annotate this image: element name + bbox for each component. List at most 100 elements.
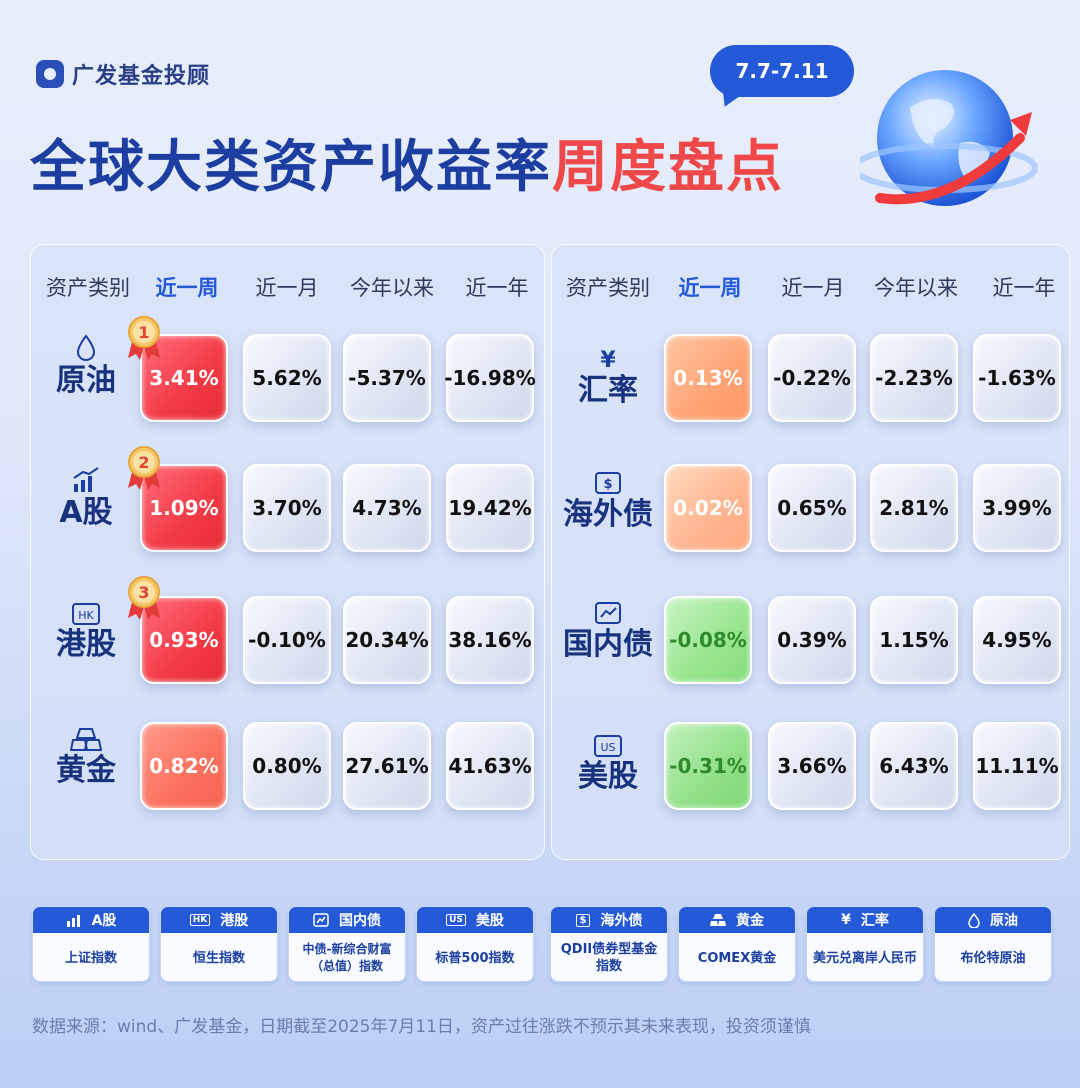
left-row2-year: 19.42% (446, 464, 534, 552)
rank-medal-icon: 1 (128, 316, 160, 360)
right-header-week[interactable]: 近一周 (678, 276, 742, 300)
left-row4-year: 41.63% (446, 722, 534, 810)
rank-number: 3 (138, 583, 149, 602)
left-header-week[interactable]: 近一周 (155, 276, 219, 300)
right-row3-month: 0.39% (768, 596, 856, 684)
svg-text:$: $ (603, 477, 612, 492)
rank-number: 2 (138, 453, 149, 472)
asset-label-hk-shares: HK 港股 (38, 596, 134, 664)
legend-card-hk-shares: HK 港股 恒生指数 (160, 906, 278, 982)
asset-label-domestic-bonds: 国内债 (560, 596, 656, 664)
right-row1-week: 0.13% (664, 334, 752, 422)
chart-icon (66, 915, 80, 927)
legend-title: 汇率 (860, 913, 889, 929)
legend-index: 恒生指数 (192, 950, 245, 966)
legend-index: 中债-新综合财富（总值）指数 (302, 942, 392, 973)
legend-card-a-shares: A股 上证指数 (32, 906, 150, 982)
left-header-asset: 资产类别 (46, 276, 130, 300)
right-row3-ytd: 1.15% (870, 596, 958, 684)
title-main: 全球大类资产收益率 (30, 135, 552, 200)
legend-card-crude-oil: 原油 布伦特原油 (934, 906, 1052, 982)
left-header-month[interactable]: 近一月 (255, 276, 319, 300)
rank-medal-icon: 3 (128, 576, 160, 620)
right-row2-week: 0.02% (664, 464, 752, 552)
right-row4-week: -0.31% (664, 722, 752, 810)
legend-index: QDII债券型基金指数 (560, 942, 658, 974)
right-row1-ytd: -2.23% (870, 334, 958, 422)
asset-label-crude-oil: 原油 (38, 332, 134, 400)
right-header-ytd[interactable]: 今年以来 (874, 276, 958, 300)
left-row3-month: -0.10% (243, 596, 331, 684)
legend-title: 港股 (220, 913, 249, 929)
legend-title: 美股 (475, 913, 504, 929)
left-row4-month: 0.80% (243, 722, 331, 810)
right-header-month[interactable]: 近一月 (781, 276, 845, 300)
chart-icon (38, 464, 134, 494)
rank-medal-icon: 2 (128, 446, 160, 490)
legend-title: A股 (91, 913, 117, 929)
left-header-year[interactable]: 近一年 (465, 276, 529, 300)
trend-icon (560, 596, 656, 626)
left-row1-month: 5.62% (243, 334, 331, 422)
legend-index: 标普500指数 (435, 950, 515, 966)
right-row3-year: 4.95% (973, 596, 1061, 684)
legend-card-gold: 黄金 COMEX黄金 (678, 906, 796, 982)
legend-index: 美元兑离岸人民币 (812, 950, 917, 966)
rank-number: 1 (138, 323, 149, 342)
left-header-ytd[interactable]: 今年以来 (350, 276, 434, 300)
legend-title: 国内债 (339, 913, 381, 929)
legend-card-fx: ¥ 汇率 美元兑离岸人民币 (806, 906, 924, 982)
right-row4-month: 3.66% (768, 722, 856, 810)
gold-bar-icon (38, 722, 134, 752)
left-row4-week: 0.82% (140, 722, 228, 810)
right-row2-year: 3.99% (973, 464, 1061, 552)
brand: 广发基金投顾 (36, 58, 210, 90)
droplet-icon (38, 332, 134, 362)
title-highlight: 周度盘点 (552, 135, 784, 200)
legend-index: 布伦特原油 (960, 950, 1026, 966)
svg-text:US: US (600, 741, 615, 754)
right-header-year[interactable]: 近一年 (992, 276, 1056, 300)
legend-index: COMEX黄金 (697, 950, 777, 966)
dollar-bond-icon: $ (560, 466, 656, 496)
date-range-badge: 7.7-7.11 (710, 45, 854, 97)
right-row2-month: 0.65% (768, 464, 856, 552)
droplet-icon (968, 912, 980, 928)
left-row1-week: 3.41% (140, 334, 228, 422)
left-row3-year: 38.16% (446, 596, 534, 684)
right-row4-ytd: 6.43% (870, 722, 958, 810)
us-icon: US (560, 728, 656, 758)
right-row4-year: 11.11% (973, 722, 1061, 810)
asset-label-fx: ¥ 汇率 (560, 342, 656, 410)
brand-logo-icon (36, 60, 64, 88)
page-title: 全球大类资产收益率周度盘点 (30, 122, 784, 203)
right-row1-month: -0.22% (768, 334, 856, 422)
legend-title: 原油 (990, 913, 1018, 929)
yen-icon: ¥ (841, 912, 851, 928)
asset-label-us-stocks: US 美股 (560, 728, 656, 796)
brand-name: 广发基金投顾 (72, 64, 211, 89)
legend-card-overseas-bonds: $ 海外债 QDII债券型基金指数 (550, 906, 668, 982)
right-header-asset: 资产类别 (566, 276, 650, 300)
right-row3-week: -0.08% (664, 596, 752, 684)
legend-card-domestic-bonds: 国内债 中债-新综合财富（总值）指数 (288, 906, 406, 982)
left-row3-ytd: 20.34% (343, 596, 431, 684)
svg-text:HK: HK (78, 609, 94, 622)
left-row2-ytd: 4.73% (343, 464, 431, 552)
legend-index: 上证指数 (64, 950, 117, 966)
yen-icon: ¥ (560, 342, 656, 372)
trend-icon (313, 913, 329, 927)
right-row1-year: -1.63% (973, 334, 1061, 422)
left-row4-ytd: 27.61% (343, 722, 431, 810)
left-row1-ytd: -5.37% (343, 334, 431, 422)
legend-card-us-stocks: US 美股 标普500指数 (416, 906, 534, 982)
left-row1-year: -16.98% (444, 334, 536, 422)
svg-text:¥: ¥ (600, 348, 616, 372)
us-icon: US (446, 914, 466, 926)
right-row2-ytd: 2.81% (870, 464, 958, 552)
legend-title: 黄金 (736, 913, 764, 929)
asset-label-overseas-bonds: $ 海外债 (560, 466, 656, 534)
dollar-bond-icon: $ (575, 913, 591, 927)
asset-label-gold: 黄金 (38, 722, 134, 790)
data-source-note: 数据来源：wind、广发基金，日期截至2025年7月11日，资产过往涨跌不预示其… (32, 1017, 811, 1037)
